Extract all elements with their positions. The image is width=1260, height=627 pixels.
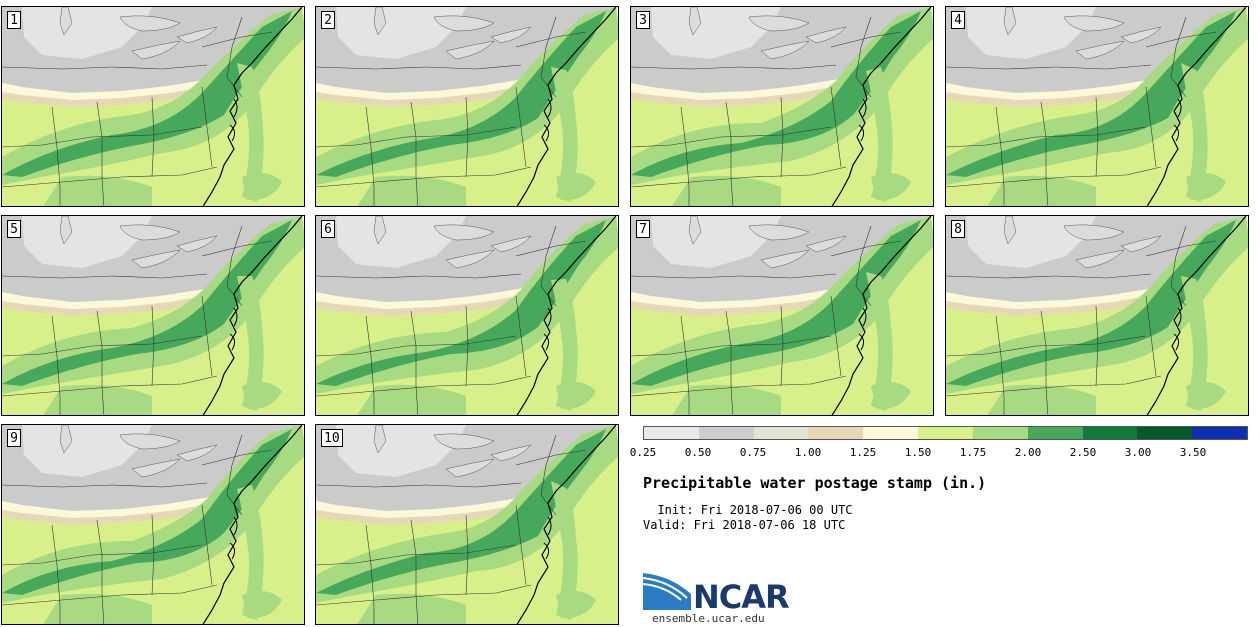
- pw-map: [2, 7, 304, 206]
- legend-tick-label: 0.75: [739, 446, 767, 459]
- pw-map: [2, 425, 304, 624]
- postage-stamp-panel: 5: [1, 215, 305, 416]
- legend-swatch: [918, 427, 973, 439]
- pw-map: [2, 216, 304, 415]
- legend-swatch: [972, 427, 1028, 439]
- legend-tick-label: 0.50: [684, 446, 712, 459]
- legend-tick-label: 1.50: [904, 446, 932, 459]
- postage-stamp-panel: 9: [1, 424, 305, 625]
- member-number-label: 1: [7, 11, 21, 29]
- legend-swatch: [1137, 427, 1193, 439]
- legend-swatch: [753, 427, 809, 439]
- ncar-logo-text: NCAR: [693, 578, 790, 616]
- postage-stamp-panel: 2: [315, 6, 619, 207]
- postage-stamp-panel: 7: [630, 215, 934, 416]
- postage-stamp-panel: 4: [945, 6, 1249, 207]
- member-number-label: 9: [7, 429, 21, 447]
- member-number-label: 5: [7, 220, 21, 238]
- legend-tick-label: 1.00: [794, 446, 822, 459]
- legend-tick-label: 1.25: [849, 446, 877, 459]
- pw-map: [316, 216, 618, 415]
- member-number-label: 4: [951, 11, 965, 29]
- postage-stamp-panel: 8: [945, 215, 1249, 416]
- legend-swatch: [1082, 427, 1138, 439]
- legend-swatch: [1027, 427, 1083, 439]
- chart-title: Precipitable water postage stamp (in.): [643, 474, 987, 492]
- member-number-label: 8: [951, 220, 965, 238]
- pw-map: [946, 7, 1248, 206]
- legend-swatch: [698, 427, 754, 439]
- valid-time: Valid: Fri 2018-07-06 18 UTC: [643, 518, 846, 532]
- postage-stamp-panel: 10: [315, 424, 619, 625]
- legend-swatch: [808, 427, 864, 439]
- postage-stamp-panel: 6: [315, 215, 619, 416]
- legend-tick-label: 1.75: [959, 446, 987, 459]
- pw-map: [316, 7, 618, 206]
- color-legend-ticks: 0.25 0.50 0.75 1.00 1.25 1.50 1.75 2.00 2.50 3.00…: [630, 446, 1248, 460]
- legend-tick-label: 0.25: [629, 446, 657, 459]
- init-time: Init: Fri 2018-07-06 00 UTC: [643, 503, 853, 517]
- pw-map: [946, 216, 1248, 415]
- legend-tick-label: 2.00: [1014, 446, 1042, 459]
- postage-stamp-panel: 3: [630, 6, 934, 207]
- legend-tick-label: 2.50: [1069, 446, 1097, 459]
- legend-swatch: [644, 427, 699, 439]
- member-number-label: 10: [321, 429, 343, 447]
- pw-map: [316, 425, 618, 624]
- logo-url: ensemble.ucar.edu: [652, 612, 765, 625]
- ncar-logo-icon: [643, 573, 691, 610]
- pw-map: [631, 7, 933, 206]
- legend-swatch: [1192, 427, 1247, 439]
- pw-map: [631, 216, 933, 415]
- legend-swatch: [863, 427, 919, 439]
- postage-stamp-panel: 1: [1, 6, 305, 207]
- member-number-label: 2: [321, 11, 335, 29]
- member-number-label: 7: [636, 220, 650, 238]
- member-number-label: 3: [636, 11, 650, 29]
- legend-tick-label: 3.50: [1179, 446, 1207, 459]
- member-number-label: 6: [321, 220, 335, 238]
- legend-tick-label: 3.00: [1124, 446, 1152, 459]
- color-legend-bar: [643, 426, 1248, 440]
